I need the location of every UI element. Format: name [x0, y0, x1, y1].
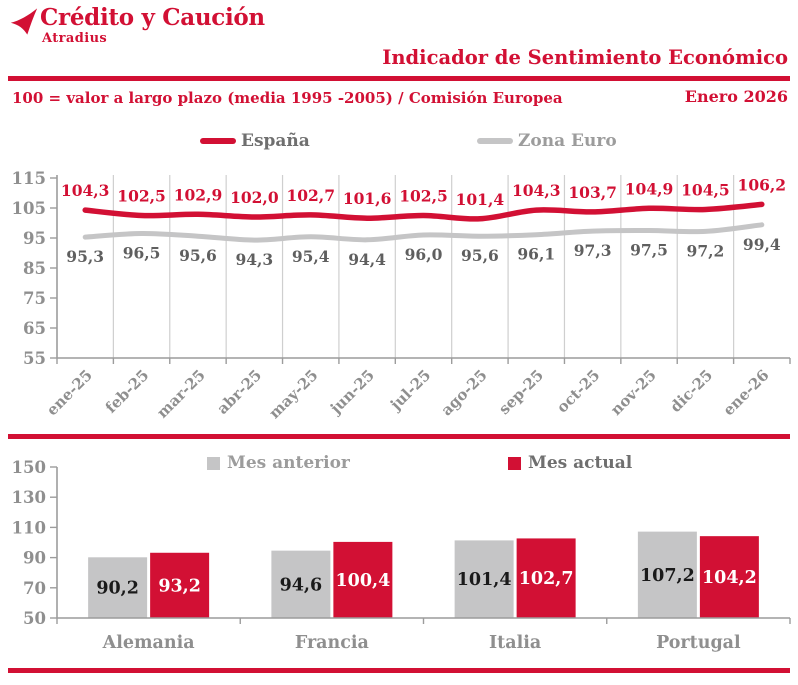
bar-mes-actual-alemania	[150, 552, 210, 618]
x-axis-label: abr-25	[213, 366, 265, 418]
legend-espana: España	[200, 131, 310, 151]
x-axis-label: ago-25	[437, 366, 490, 419]
y-axis-label: 85	[23, 259, 46, 278]
bar-mes-actual-portugal	[699, 536, 759, 618]
data-label-espana: 102,5	[117, 187, 166, 206]
data-label-espana: 102,9	[174, 185, 223, 204]
bar-value-mes-actual-francia: 100,4	[335, 571, 390, 591]
page-title: Indicador de Sentimiento Económico	[382, 46, 788, 69]
x-axis-label: feb-25	[102, 366, 153, 417]
data-label-zona-euro: 96,5	[123, 244, 161, 263]
x-axis-label: ene-25	[43, 366, 96, 419]
legend-mes-anterior: Mes anterior	[207, 453, 350, 473]
data-label-espana: 102,5	[399, 187, 448, 206]
x-axis-label: mar-25	[153, 366, 209, 422]
data-label-zona-euro: 94,4	[348, 250, 386, 269]
bar-value-mes-anterior-portugal: 107,2	[640, 566, 695, 586]
data-label-espana: 104,5	[681, 181, 730, 200]
x-axis-label: nov-25	[607, 366, 660, 419]
legend-espana-swatch	[200, 138, 236, 144]
bar-mes-actual-francia	[333, 541, 393, 618]
data-label-espana: 106,2	[738, 175, 787, 194]
x-axis-label: ene-26	[720, 366, 773, 419]
data-label-espana: 104,3	[512, 181, 561, 200]
legend-zona-euro: Zona Euro	[477, 131, 617, 151]
chart-subtitle: 100 = valor a largo plazo (media 1995 -2…	[12, 89, 563, 107]
bar-mes-actual-italia	[516, 538, 576, 618]
series-line-espana	[82, 201, 765, 222]
bar-value-mes-actual-portugal: 104,2	[702, 568, 757, 588]
x-axis-label: jun-25	[325, 366, 378, 419]
header-rule	[8, 76, 790, 81]
bar-mes-anterior-italia	[454, 540, 514, 618]
data-label-zona-euro: 96,1	[517, 245, 555, 264]
data-label-espana: 104,9	[625, 179, 674, 198]
bar-value-mes-anterior-italia: 101,4	[457, 570, 512, 590]
data-label-zona-euro: 97,5	[630, 241, 668, 260]
bar-mes-anterior-portugal	[637, 531, 697, 618]
report-date: Enero 2026	[684, 87, 788, 106]
data-label-espana: 101,4	[456, 190, 505, 209]
data-label-zona-euro: 95,4	[292, 247, 330, 266]
legend-mes-anterior-swatch	[207, 456, 220, 470]
x-axis-label: may-25	[265, 366, 321, 422]
brand-logo-text: Crédito y Caución	[40, 4, 265, 31]
category-label-alemania: Alemania	[102, 633, 195, 653]
logo-icon	[10, 8, 38, 35]
x-axis-label: dic-25	[666, 366, 716, 416]
bar-value-mes-anterior-alemania: 90,2	[96, 579, 139, 599]
y-axis-label: 75	[23, 289, 46, 308]
section-divider-rule	[8, 434, 790, 439]
data-label-zona-euro: 99,4	[743, 235, 781, 254]
bar-mes-anterior-alemania	[88, 557, 148, 618]
bar-value-mes-actual-alemania: 93,2	[158, 576, 201, 596]
data-label-espana: 103,7	[568, 183, 617, 202]
y-axis-label: 105	[12, 199, 46, 218]
brand-logo-subtext: Atradius	[42, 31, 108, 46]
legend-zona-euro-label: Zona Euro	[518, 131, 617, 151]
y-axis-label: 115	[12, 169, 46, 188]
data-label-zona-euro: 96,0	[405, 245, 443, 264]
y-axis-label: 90	[23, 549, 46, 568]
country-bar-chart: 50 70 90 110 130 150 90,2 93,2 Alemania 94,6 100,4…	[12, 458, 791, 653]
legend-espana-label: España	[241, 131, 310, 151]
data-label-espana: 102,0	[230, 188, 279, 207]
category-label-portugal: Portugal	[656, 633, 741, 653]
x-axis-label: sep-25	[495, 366, 547, 418]
bar-mes-anterior-francia	[271, 550, 331, 618]
data-label-zona-euro: 97,2	[687, 241, 725, 260]
x-axis-label: oct-25	[553, 366, 603, 416]
data-label-espana: 104,3	[61, 181, 110, 200]
data-label-zona-euro: 95,6	[461, 246, 499, 265]
sentiment-line-chart: 55 65 75 85 95 105 115 ene-25 feb-25 mar-25 abr-25…	[12, 169, 791, 422]
legend-mes-actual: Mes actual	[508, 453, 632, 473]
data-label-espana: 102,7	[286, 186, 335, 205]
category-label-francia: Francia	[295, 633, 369, 653]
y-axis-label: 95	[23, 229, 46, 248]
bar-value-mes-actual-italia: 102,7	[519, 569, 574, 589]
y-axis-label: 110	[12, 518, 46, 537]
legend-zona-euro-swatch	[477, 138, 513, 144]
data-label-zona-euro: 94,3	[235, 250, 273, 269]
data-label-zona-euro: 95,3	[66, 247, 104, 266]
footer-rule	[8, 668, 790, 673]
series-line-zona-euro	[82, 222, 765, 243]
y-axis-label: 55	[23, 349, 46, 368]
category-label-italia: Italia	[489, 633, 541, 653]
legend-mes-actual-label: Mes actual	[528, 453, 633, 473]
y-axis-label: 65	[23, 319, 46, 338]
y-axis-label: 130	[12, 488, 46, 507]
legend-mes-anterior-label: Mes anterior	[227, 453, 350, 473]
y-axis-label: 70	[23, 579, 46, 598]
y-axis-label: 50	[23, 609, 46, 628]
data-label-zona-euro: 95,6	[179, 246, 217, 265]
bar-value-mes-anterior-francia: 94,6	[280, 575, 323, 595]
x-axis-label: jul-25	[385, 366, 434, 415]
data-label-zona-euro: 97,3	[574, 241, 612, 260]
legend-mes-actual-swatch	[508, 456, 521, 470]
data-label-espana: 101,6	[343, 189, 392, 208]
y-axis-label: 150	[12, 458, 46, 477]
